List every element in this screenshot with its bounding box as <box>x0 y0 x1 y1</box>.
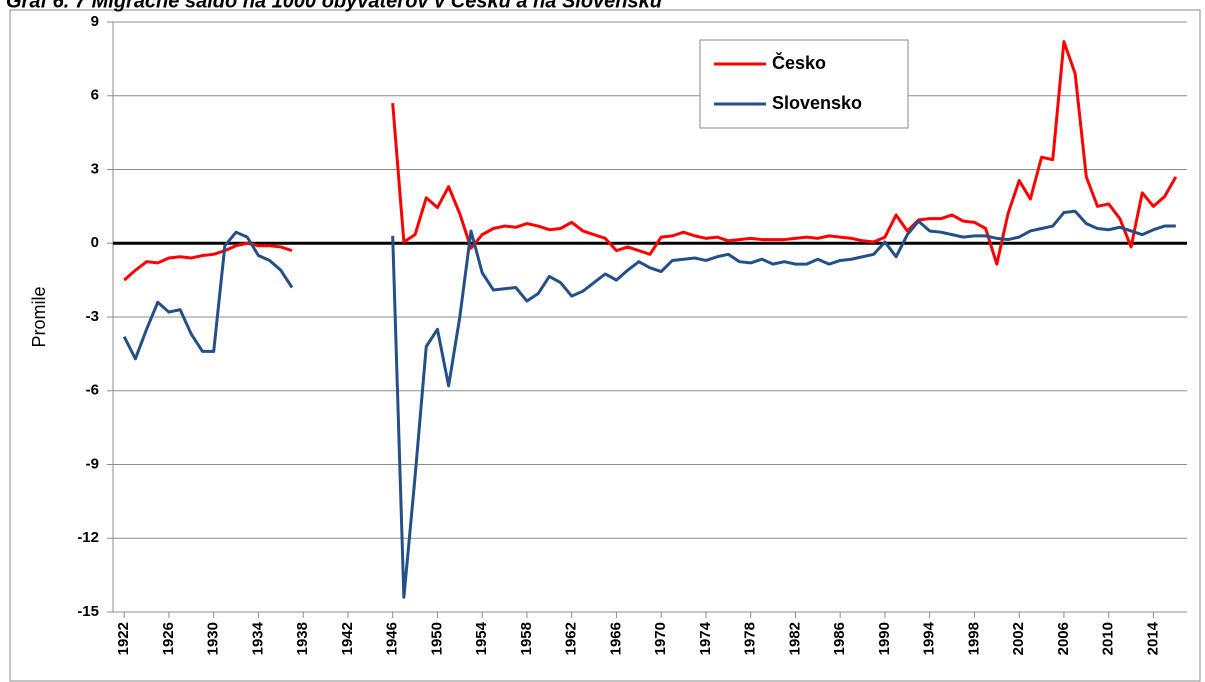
x-tick-label: 1962 <box>563 622 580 655</box>
x-tick-label: 1938 <box>294 622 311 655</box>
y-tick-label: 6 <box>91 87 99 104</box>
x-tick-label: 2010 <box>1100 622 1117 655</box>
x-tick-label: 2014 <box>1144 621 1161 655</box>
x-tick-label: 1934 <box>249 621 266 655</box>
x-tick-label: 1922 <box>115 622 132 655</box>
y-axis-label: Promile <box>29 286 49 347</box>
data-line <box>123 40 1178 282</box>
legend-label: Česko <box>772 52 826 73</box>
y-tick-label: -12 <box>77 529 99 546</box>
x-tick-label: 1974 <box>697 621 714 655</box>
y-tick-label: 9 <box>91 13 99 30</box>
x-tick-label: 1930 <box>205 622 222 655</box>
x-tick-label: 1978 <box>742 622 759 655</box>
x-tick-label: 1926 <box>160 622 177 655</box>
legend-box <box>699 39 909 129</box>
x-tick-label: 1982 <box>786 622 803 655</box>
y-tick-label: -6 <box>86 382 99 399</box>
x-tick-label: 1994 <box>921 621 938 655</box>
x-tick-label: 1986 <box>831 622 848 655</box>
y-tick-label: -9 <box>86 455 99 472</box>
x-tick-label: 1958 <box>518 622 535 655</box>
y-tick-label: 0 <box>91 234 99 251</box>
x-tick-label: 2006 <box>1055 622 1072 655</box>
y-tick-label: -3 <box>86 308 99 325</box>
x-tick-label: 1946 <box>384 622 401 655</box>
legend-label: Slovensko <box>772 93 862 113</box>
data-line <box>122 209 1176 599</box>
y-tick-label: -15 <box>77 603 99 620</box>
y-tick-label: 3 <box>91 160 99 177</box>
x-tick-label: 1966 <box>607 622 624 655</box>
x-tick-label: 1998 <box>965 622 982 655</box>
x-tick-label: 1990 <box>876 622 893 655</box>
chart-frame <box>9 9 1201 682</box>
x-tick-label: 1970 <box>652 622 669 655</box>
chart-title: Graf 6. 7 Migračné saldo na 1000 obyvate… <box>6 0 662 12</box>
x-tick-label: 2002 <box>1010 622 1027 655</box>
x-tick-label: 1942 <box>339 622 356 655</box>
x-tick-label: 1954 <box>473 621 490 655</box>
x-tick-label: 1950 <box>428 622 445 655</box>
